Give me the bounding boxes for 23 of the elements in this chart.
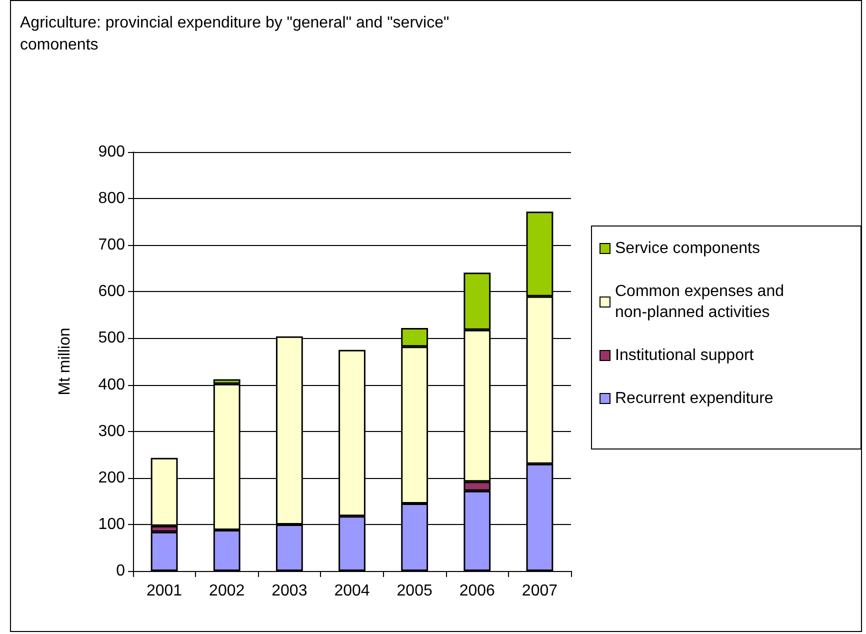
- chart-title: Agriculture: provincial expenditure by "general" and "service" comonents: [20, 14, 454, 54]
- x-tick-label: 2005: [396, 582, 432, 600]
- x-tick-label: 2001: [146, 582, 182, 600]
- y-tick-label: 200: [98, 469, 126, 486]
- y-tick-label: 100: [98, 516, 126, 533]
- x-tick-label: 2004: [334, 582, 370, 600]
- legend-label: Common expenses and non-planned activities: [615, 283, 788, 321]
- x-tick-label: 2003: [272, 582, 308, 600]
- x-tick-label: 2006: [459, 582, 496, 600]
- legend-label: Institutional support: [615, 347, 754, 364]
- y-tick-label: 900: [98, 144, 126, 160]
- x-tick-label: 2002: [209, 582, 245, 600]
- y-tick-label: 600: [98, 283, 126, 300]
- y-tick-label: 0: [116, 562, 126, 580]
- legend-label: Recurrent expenditure: [615, 390, 774, 407]
- y-tick-label: 800: [98, 190, 126, 208]
- y-tick-label: 500: [98, 330, 126, 347]
- y-tick-label: 300: [98, 422, 126, 440]
- y-tick-label: 700: [98, 236, 126, 254]
- y-axis-title: Mt million: [56, 328, 74, 396]
- x-tick-label: 2007: [522, 582, 558, 600]
- y-tick-label: 400: [98, 376, 126, 394]
- legend-label: Service components: [615, 240, 760, 257]
